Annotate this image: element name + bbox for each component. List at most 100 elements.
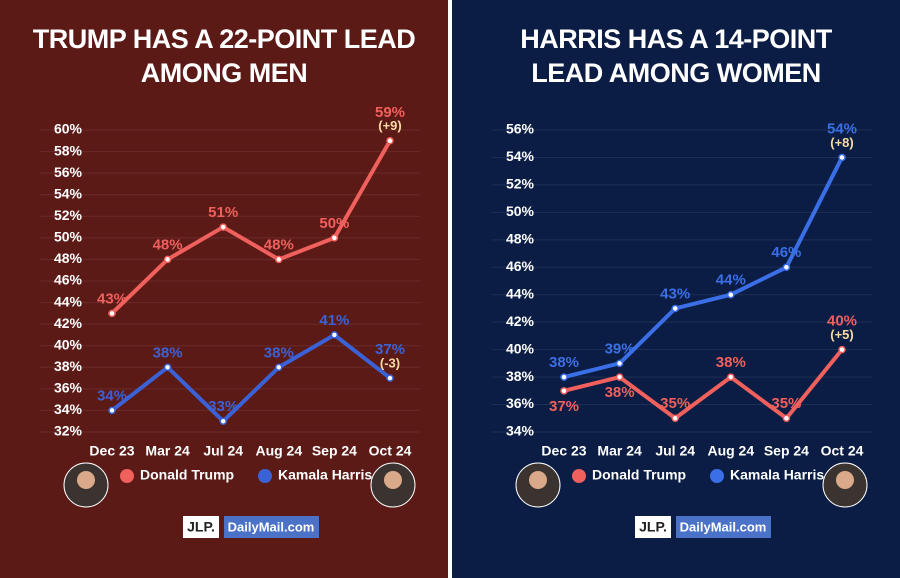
value-label: 34% [97, 387, 127, 404]
data-point [163, 363, 172, 372]
data-point [615, 359, 624, 368]
value-label: 40% [827, 313, 857, 330]
y-tick-label: 48% [54, 250, 83, 266]
y-tick-label: 56% [506, 121, 535, 137]
x-tick-label: Jul 24 [203, 443, 243, 459]
chart-title: TRUMP HAS A 22-POINT LEAD AMONG MEN [32, 24, 416, 88]
value-label: 38% [549, 354, 579, 371]
logo-jlp: JLP. [187, 519, 215, 535]
y-tick-label: 52% [54, 207, 83, 223]
x-tick-label: Jul 24 [655, 443, 695, 459]
portrait-face [77, 471, 95, 489]
data-point [330, 234, 339, 242]
y-tick-label: 34% [506, 423, 535, 439]
y-tick-label: 60% [54, 121, 83, 137]
y-tick-label: 46% [54, 272, 83, 288]
y-tick-label: 42% [54, 315, 83, 331]
y-tick-label: 52% [506, 176, 535, 192]
data-point [615, 373, 624, 381]
value-label: 41% [319, 312, 349, 329]
value-label: 35% [660, 395, 690, 412]
y-tick-label: 50% [54, 229, 83, 245]
data-point [108, 309, 116, 318]
value-label: 43% [660, 285, 690, 302]
data-point [386, 137, 394, 145]
value-label: 48% [264, 236, 294, 253]
value-label: 51% [208, 204, 238, 221]
x-tick-label: Sep 24 [312, 443, 357, 459]
series-line [110, 139, 392, 315]
value-label: 44% [716, 272, 746, 289]
logo-jlp: JLP. [639, 519, 667, 535]
y-tick-label: 54% [506, 148, 535, 164]
logo-box [635, 516, 671, 538]
value-label: 46% [771, 244, 801, 261]
change-note: (-3) [380, 356, 400, 371]
portrait-face [529, 471, 547, 489]
value-label: 38% [264, 344, 294, 361]
chart-panel: TRUMP HAS A 22-POINT LEAD AMONG MEN 32% 34… [0, 0, 448, 578]
data-point [108, 406, 116, 415]
y-tick-label: 44% [54, 293, 83, 309]
x-tick-label: Sep 24 [764, 443, 809, 459]
legend-marker [572, 469, 586, 483]
legend-marker [258, 469, 272, 483]
value-label: 37% [375, 341, 405, 358]
value-label: 35% [771, 395, 801, 412]
logo-box [224, 516, 319, 538]
y-tick-label: 50% [506, 203, 535, 219]
x-tick-label: Mar 24 [145, 443, 190, 459]
x-tick-label: Aug 24 [707, 443, 754, 459]
value-label: 38% [716, 354, 746, 371]
data-point [386, 374, 394, 382]
value-label: 39% [605, 340, 635, 357]
y-tick-label: 56% [54, 164, 83, 180]
change-note: (+9) [378, 118, 401, 133]
portrait-face [384, 471, 402, 489]
legend-marker [710, 469, 724, 483]
legend-label: Donald Trump [592, 467, 686, 483]
x-tick-label: Aug 24 [255, 443, 302, 459]
series-line [563, 348, 844, 421]
legend-label: Kamala Harris [278, 467, 372, 483]
data-point [560, 387, 568, 395]
legend-label: Donald Trump [140, 467, 234, 483]
data-point [275, 363, 283, 372]
y-tick-label: 40% [506, 340, 535, 356]
value-label: 43% [97, 290, 127, 307]
x-tick-label: Oct 24 [821, 443, 864, 459]
x-tick-label: Dec 23 [541, 443, 586, 459]
y-tick-label: 36% [54, 380, 83, 396]
y-tick-label: 58% [54, 142, 83, 158]
chart-panel: HARRIS HAS A 14-POINT LEAD AMONG WOMEN 34… [452, 0, 900, 578]
value-label: 33% [208, 398, 238, 415]
logo-site: DailyMail.com [680, 519, 767, 534]
x-tick-label: Dec 23 [89, 443, 134, 459]
logo-site: DailyMail.com [228, 519, 315, 534]
data-point [671, 414, 679, 423]
series-line [563, 156, 844, 380]
data-point [219, 417, 227, 425]
data-point [782, 263, 791, 272]
legend-label: Kamala Harris [730, 467, 824, 483]
x-tick-label: Mar 24 [597, 443, 642, 459]
value-label: 48% [153, 236, 183, 253]
value-label: 54% [827, 120, 857, 137]
title-box: HARRIS HAS A 14-POINT LEAD AMONG WOMEN [520, 24, 832, 88]
y-tick-label: 48% [506, 231, 535, 247]
data-point [330, 331, 339, 339]
value-label: 50% [319, 215, 349, 232]
y-tick-label: 44% [506, 285, 535, 301]
title-box: TRUMP HAS A 22-POINT LEAD AMONG MEN [32, 24, 416, 88]
value-label: 38% [605, 384, 635, 401]
change-note: (+5) [830, 327, 853, 342]
y-tick-label: 36% [506, 395, 535, 411]
data-point [275, 255, 283, 264]
logo-box [183, 516, 219, 538]
legend-marker [120, 469, 134, 483]
y-tick-label: 40% [54, 336, 83, 352]
data-point [782, 414, 791, 423]
data-point [219, 223, 227, 231]
data-point [838, 153, 846, 162]
